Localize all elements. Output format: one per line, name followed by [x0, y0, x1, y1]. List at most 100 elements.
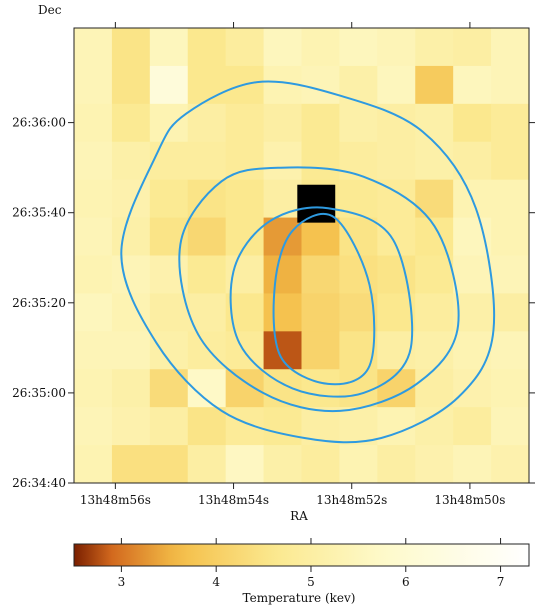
heatmap-cell	[339, 141, 378, 181]
contour-line	[120, 80, 496, 444]
heatmap-cell	[415, 369, 454, 408]
heatmap-cell	[415, 28, 454, 67]
x-tick-label: 13h48m52s	[316, 493, 387, 507]
heatmap-cell	[225, 141, 264, 181]
heatmap-cell	[74, 179, 113, 218]
heatmap-cell	[263, 445, 302, 484]
heatmap-cell	[111, 369, 151, 408]
colorbar-tick-label: 7	[497, 575, 505, 589]
heatmap-cell	[149, 179, 189, 218]
heatmap-cell	[263, 28, 302, 67]
heatmap-cell	[377, 141, 416, 181]
y-tick-label: 26:35:20	[12, 296, 66, 310]
heatmap-cell	[491, 293, 530, 332]
heatmap-cell	[74, 445, 113, 484]
heatmap-cell	[377, 407, 416, 446]
heatmap-cell	[377, 217, 416, 256]
colorbar-ticks: 3 4 5 6 7	[118, 538, 505, 589]
y-axis-label: Dec	[38, 3, 62, 17]
heatmap-cell	[149, 407, 189, 446]
heatmap-cell	[187, 28, 227, 67]
heatmap-cell	[301, 445, 340, 484]
heatmap-cell	[187, 331, 227, 370]
heatmap-cell	[415, 65, 454, 105]
heatmap-cell	[301, 65, 340, 105]
heatmap-cell	[491, 141, 530, 181]
heatmap-cell	[301, 331, 340, 370]
heatmap-cell	[339, 65, 378, 105]
heatmap-cell	[415, 179, 454, 218]
heatmap-cell	[111, 293, 151, 332]
y-axis-ticks: 26:36:00 26:35:40 26:35:20 26:35:00 26:34:40	[12, 116, 535, 490]
x-axis-ticks: 13h48m56s 13h48m54s 13h48m52s 13h48m50s	[80, 22, 505, 507]
heatmap-cell	[111, 445, 151, 484]
heatmap-cell	[74, 103, 113, 143]
heatmap-cell	[187, 255, 227, 294]
heatmap-cell	[491, 407, 530, 446]
y-tick-label: 26:36:00	[12, 116, 66, 130]
heatmap-cell	[339, 331, 378, 370]
heatmap-cell	[149, 445, 189, 484]
heatmap-cell	[301, 141, 340, 181]
heatmap-cell	[263, 407, 302, 446]
heatmap-cell	[111, 255, 151, 294]
plot-frame	[73, 27, 530, 484]
heatmap-cell	[111, 103, 151, 143]
y-tick-label: 26:35:40	[12, 206, 66, 220]
colorbar-tick-label: 6	[402, 575, 410, 589]
heatmap-cell	[225, 217, 264, 256]
x-tick-label: 13h48m54s	[198, 493, 269, 507]
heatmap-cell	[111, 407, 151, 446]
heatmap-cell	[415, 255, 454, 294]
x-tick-label: 13h48m50s	[434, 493, 505, 507]
heatmap-cell	[225, 407, 264, 446]
heatmap-cell	[377, 65, 416, 105]
heatmap-cell	[74, 65, 113, 105]
heatmap-cell	[415, 217, 454, 256]
heatmap-cell	[263, 141, 302, 181]
heatmap-cell	[149, 103, 189, 143]
heatmap-cell	[74, 141, 113, 181]
heatmap-cell	[74, 28, 113, 67]
y-tick-label: 26:34:40	[12, 476, 66, 490]
heatmap-cell	[74, 255, 113, 294]
heatmap-cell	[491, 369, 530, 408]
colorbar-tick-label: 5	[307, 575, 315, 589]
heatmap-cell	[187, 217, 227, 256]
heatmap-cell	[149, 369, 189, 408]
heatmap-cell	[149, 28, 189, 67]
heatmap-cell	[111, 141, 151, 181]
heatmap-cells	[74, 28, 530, 484]
heatmap-cell	[149, 331, 189, 370]
heatmap-cell	[187, 445, 227, 484]
colorbar-gradient	[73, 543, 530, 567]
heatmap-cell	[491, 28, 530, 67]
colorbar: 3 4 5 6 7 Temperature (kev)	[73, 538, 530, 605]
heatmap-cell	[301, 217, 340, 256]
heatmap-cell	[453, 369, 492, 408]
heatmap-cell	[453, 65, 492, 105]
heatmap-cell	[263, 331, 302, 370]
heatmap-cell	[225, 445, 264, 484]
heatmap-cell	[111, 65, 151, 105]
heatmap-cell	[339, 255, 378, 294]
heatmap-cell	[187, 65, 227, 105]
x-axis-label: RA	[290, 509, 308, 523]
heatmap-cell	[339, 28, 378, 67]
heatmap-cell	[149, 293, 189, 332]
heatmap-cell	[415, 103, 454, 143]
heatmap-cell	[339, 217, 378, 256]
heatmap-cell	[149, 65, 189, 105]
heatmap-cell-special	[297, 184, 336, 223]
colorbar-tick-label: 4	[212, 575, 220, 589]
heatmap-cell	[491, 331, 530, 370]
heatmap-cell	[453, 445, 492, 484]
contour-line	[178, 166, 460, 413]
heatmap-cell	[263, 179, 302, 218]
heatmap-cell	[491, 65, 530, 105]
heatmap-cell	[453, 255, 492, 294]
heatmap-cell	[301, 28, 340, 67]
heatmap-cell	[74, 217, 113, 256]
heatmap-cell	[491, 255, 530, 294]
